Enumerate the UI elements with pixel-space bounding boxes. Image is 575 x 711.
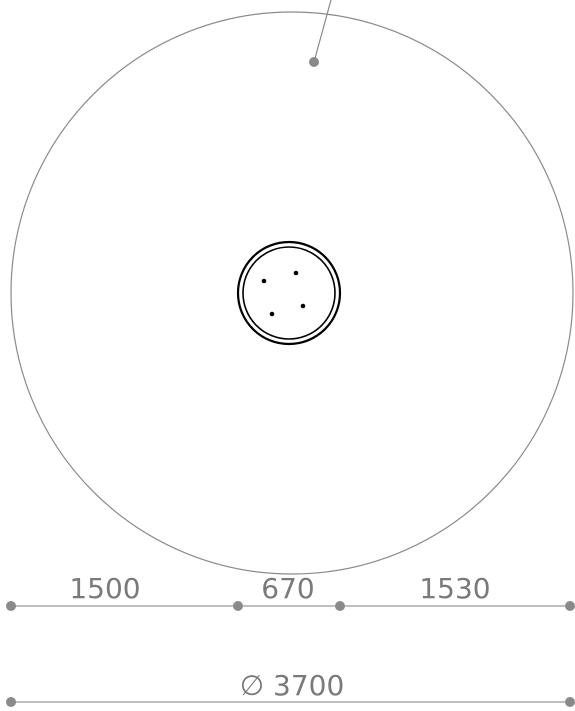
overall-dimension-label: ∅ 3700 — [240, 669, 345, 702]
dimension-dot — [335, 601, 345, 611]
bolt-hole — [293, 270, 299, 276]
dimension-dot — [6, 601, 16, 611]
inner-ring — [242, 246, 336, 340]
dimension-label: 1530 — [419, 572, 490, 605]
leader-line — [313, 0, 332, 63]
dimension-dot — [565, 601, 575, 611]
outer-circle — [10, 11, 574, 575]
bolt-hole — [300, 303, 306, 309]
inner-ring — [236, 240, 342, 346]
bolt-hole — [261, 278, 267, 284]
leader-dot — [309, 57, 319, 67]
dimension-dot — [565, 697, 575, 707]
dimension-dot — [233, 601, 243, 611]
bolt-hole — [269, 311, 275, 317]
dimension-dot — [6, 697, 16, 707]
dimension-label: 670 — [261, 572, 314, 605]
dimension-label: 1500 — [69, 572, 140, 605]
